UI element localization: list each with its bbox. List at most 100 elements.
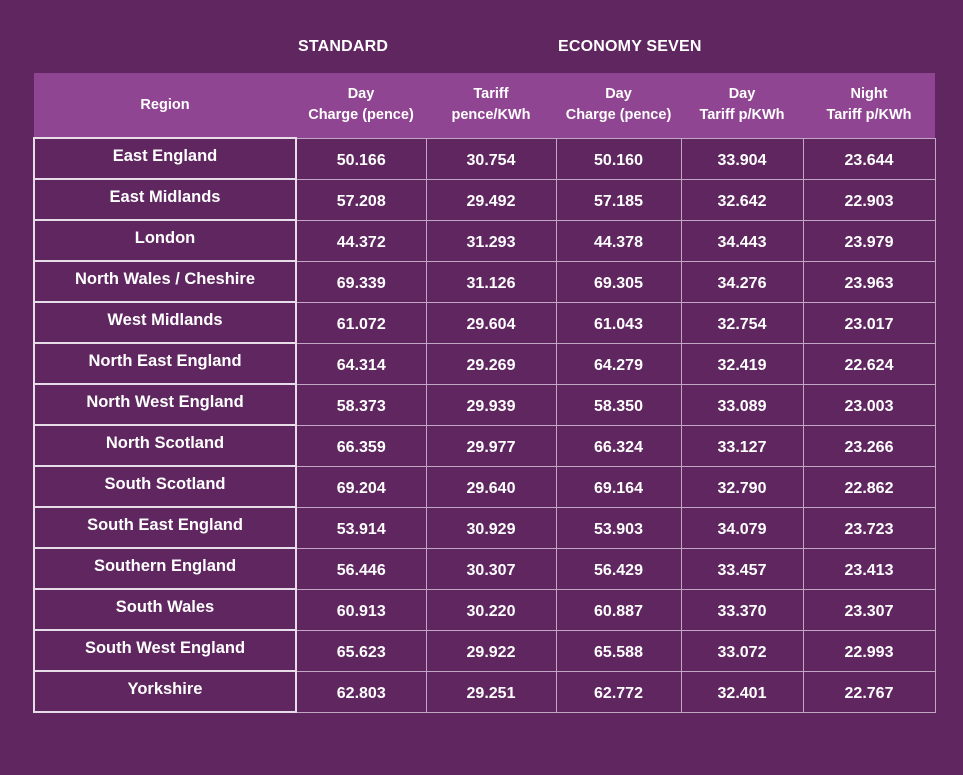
e7-day-charge-cell: 65.588: [555, 629, 682, 672]
standard-day-charge-cell: 69.339: [295, 260, 427, 303]
standard-tariff-cell: 29.977: [425, 424, 557, 467]
e7-night-tariff-cell: 23.979: [802, 219, 936, 262]
e7-night-tariff-cell: 23.266: [802, 424, 936, 467]
standard-day-charge-cell: 53.914: [295, 506, 427, 549]
standard-day-charge-cell: 50.166: [295, 137, 427, 180]
standard-day-charge-cell: 65.623: [295, 629, 427, 672]
e7-day-charge-cell: 69.305: [555, 260, 682, 303]
standard-tariff-cell: 30.307: [425, 547, 557, 590]
header-line: Day: [728, 86, 756, 103]
standard-day-charge-cell: 44.372: [295, 219, 427, 262]
region-cell: Yorkshire: [33, 670, 297, 713]
e7-day-tariff-cell: 33.904: [680, 137, 804, 180]
standard-day-charge-cell: 58.373: [295, 383, 427, 426]
e7-night-tariff-cell: 22.624: [802, 342, 936, 385]
standard-tariff-cell: 29.251: [425, 670, 557, 713]
standard-tariff-cell: 29.922: [425, 629, 557, 672]
table-row: East Midlands 57.208 29.492 57.185 32.64…: [33, 178, 936, 221]
e7-day-tariff-cell: 32.419: [680, 342, 804, 385]
header-standard-tariff: Tariff pence/KWh: [426, 73, 556, 138]
region-cell: South East England: [33, 506, 297, 549]
group-label-standard: STANDARD: [298, 38, 389, 55]
region-cell: Southern England: [33, 547, 297, 590]
e7-day-tariff-cell: 32.401: [680, 670, 804, 713]
standard-tariff-cell: 29.492: [425, 178, 557, 221]
header-line: Night: [850, 86, 888, 103]
header-e7-night-tariff: Night Tariff p/KWh: [803, 73, 935, 138]
e7-night-tariff-cell: 23.723: [802, 506, 936, 549]
e7-night-tariff-cell: 23.963: [802, 260, 936, 303]
table-row: East England 50.166 30.754 50.160 33.904…: [33, 137, 936, 180]
e7-day-tariff-cell: 34.443: [680, 219, 804, 262]
standard-day-charge-cell: 56.446: [295, 547, 427, 590]
e7-day-charge-cell: 69.164: [555, 465, 682, 508]
e7-day-charge-cell: 58.350: [555, 383, 682, 426]
region-cell: South Wales: [33, 588, 297, 631]
table-row: South Scotland 69.204 29.640 69.164 32.7…: [33, 465, 936, 508]
group-label-economy-seven: ECONOMY SEVEN: [558, 38, 702, 55]
e7-day-tariff-cell: 33.457: [680, 547, 804, 590]
header-row: Region Day Charge (pence) Tariff pence/K…: [34, 73, 935, 138]
e7-day-charge-cell: 56.429: [555, 547, 682, 590]
standard-day-charge-cell: 69.204: [295, 465, 427, 508]
standard-day-charge-cell: 60.913: [295, 588, 427, 631]
e7-night-tariff-cell: 23.003: [802, 383, 936, 426]
standard-tariff-cell: 29.640: [425, 465, 557, 508]
table-row: North East England 64.314 29.269 64.279 …: [33, 342, 936, 385]
region-cell: North Wales / Cheshire: [33, 260, 297, 303]
header-line: Tariff p/KWh: [826, 107, 912, 124]
header-line: Charge (pence): [308, 107, 414, 124]
header-region-label: Region: [140, 96, 190, 113]
standard-tariff-cell: 29.604: [425, 301, 557, 344]
tariff-table: Region Day Charge (pence) Tariff pence/K…: [33, 73, 936, 713]
e7-day-tariff-cell: 33.072: [680, 629, 804, 672]
e7-day-charge-cell: 62.772: [555, 670, 682, 713]
e7-day-tariff-cell: 34.079: [680, 506, 804, 549]
region-cell: West Midlands: [33, 301, 297, 344]
table-header: Region Day Charge (pence) Tariff pence/K…: [34, 73, 935, 138]
e7-day-charge-cell: 66.324: [555, 424, 682, 467]
e7-day-tariff-cell: 32.790: [680, 465, 804, 508]
standard-tariff-cell: 30.929: [425, 506, 557, 549]
table-row: West Midlands 61.072 29.604 61.043 32.75…: [33, 301, 936, 344]
standard-day-charge-cell: 57.208: [295, 178, 427, 221]
e7-day-tariff-cell: 32.754: [680, 301, 804, 344]
region-cell: North East England: [33, 342, 297, 385]
standard-day-charge-cell: 62.803: [295, 670, 427, 713]
e7-day-tariff-cell: 33.127: [680, 424, 804, 467]
header-e7-day-charge: Day Charge (pence): [556, 73, 681, 138]
e7-night-tariff-cell: 23.017: [802, 301, 936, 344]
table-row: South West England 65.623 29.922 65.588 …: [33, 629, 936, 672]
region-cell: South Scotland: [33, 465, 297, 508]
standard-day-charge-cell: 66.359: [295, 424, 427, 467]
region-cell: East England: [33, 137, 297, 180]
header-line: Tariff: [473, 86, 509, 103]
e7-night-tariff-cell: 22.993: [802, 629, 936, 672]
e7-day-charge-cell: 57.185: [555, 178, 682, 221]
header-line: Day: [605, 86, 632, 103]
e7-night-tariff-cell: 22.903: [802, 178, 936, 221]
standard-tariff-cell: 31.293: [425, 219, 557, 262]
e7-night-tariff-cell: 22.767: [802, 670, 936, 713]
e7-night-tariff-cell: 23.413: [802, 547, 936, 590]
table-row: North West England 58.373 29.939 58.350 …: [33, 383, 936, 426]
table-row: North Scotland 66.359 29.977 66.324 33.1…: [33, 424, 936, 467]
standard-day-charge-cell: 64.314: [295, 342, 427, 385]
standard-tariff-cell: 30.754: [425, 137, 557, 180]
table-body: East England 50.166 30.754 50.160 33.904…: [33, 137, 936, 713]
standard-tariff-cell: 29.269: [425, 342, 557, 385]
region-cell: London: [33, 219, 297, 262]
table-row: Southern England 56.446 30.307 56.429 33…: [33, 547, 936, 590]
e7-day-charge-cell: 44.378: [555, 219, 682, 262]
region-cell: North West England: [33, 383, 297, 426]
region-cell: South West England: [33, 629, 297, 672]
header-line: Tariff p/KWh: [699, 107, 785, 124]
table-row: London 44.372 31.293 44.378 34.443 23.97…: [33, 219, 936, 262]
e7-night-tariff-cell: 22.862: [802, 465, 936, 508]
standard-tariff-cell: 30.220: [425, 588, 557, 631]
standard-day-charge-cell: 61.072: [295, 301, 427, 344]
e7-day-charge-cell: 61.043: [555, 301, 682, 344]
header-region: Region: [34, 73, 296, 138]
table-row: Yorkshire 62.803 29.251 62.772 32.401 22…: [33, 670, 936, 713]
header-line: Charge (pence): [565, 107, 672, 124]
